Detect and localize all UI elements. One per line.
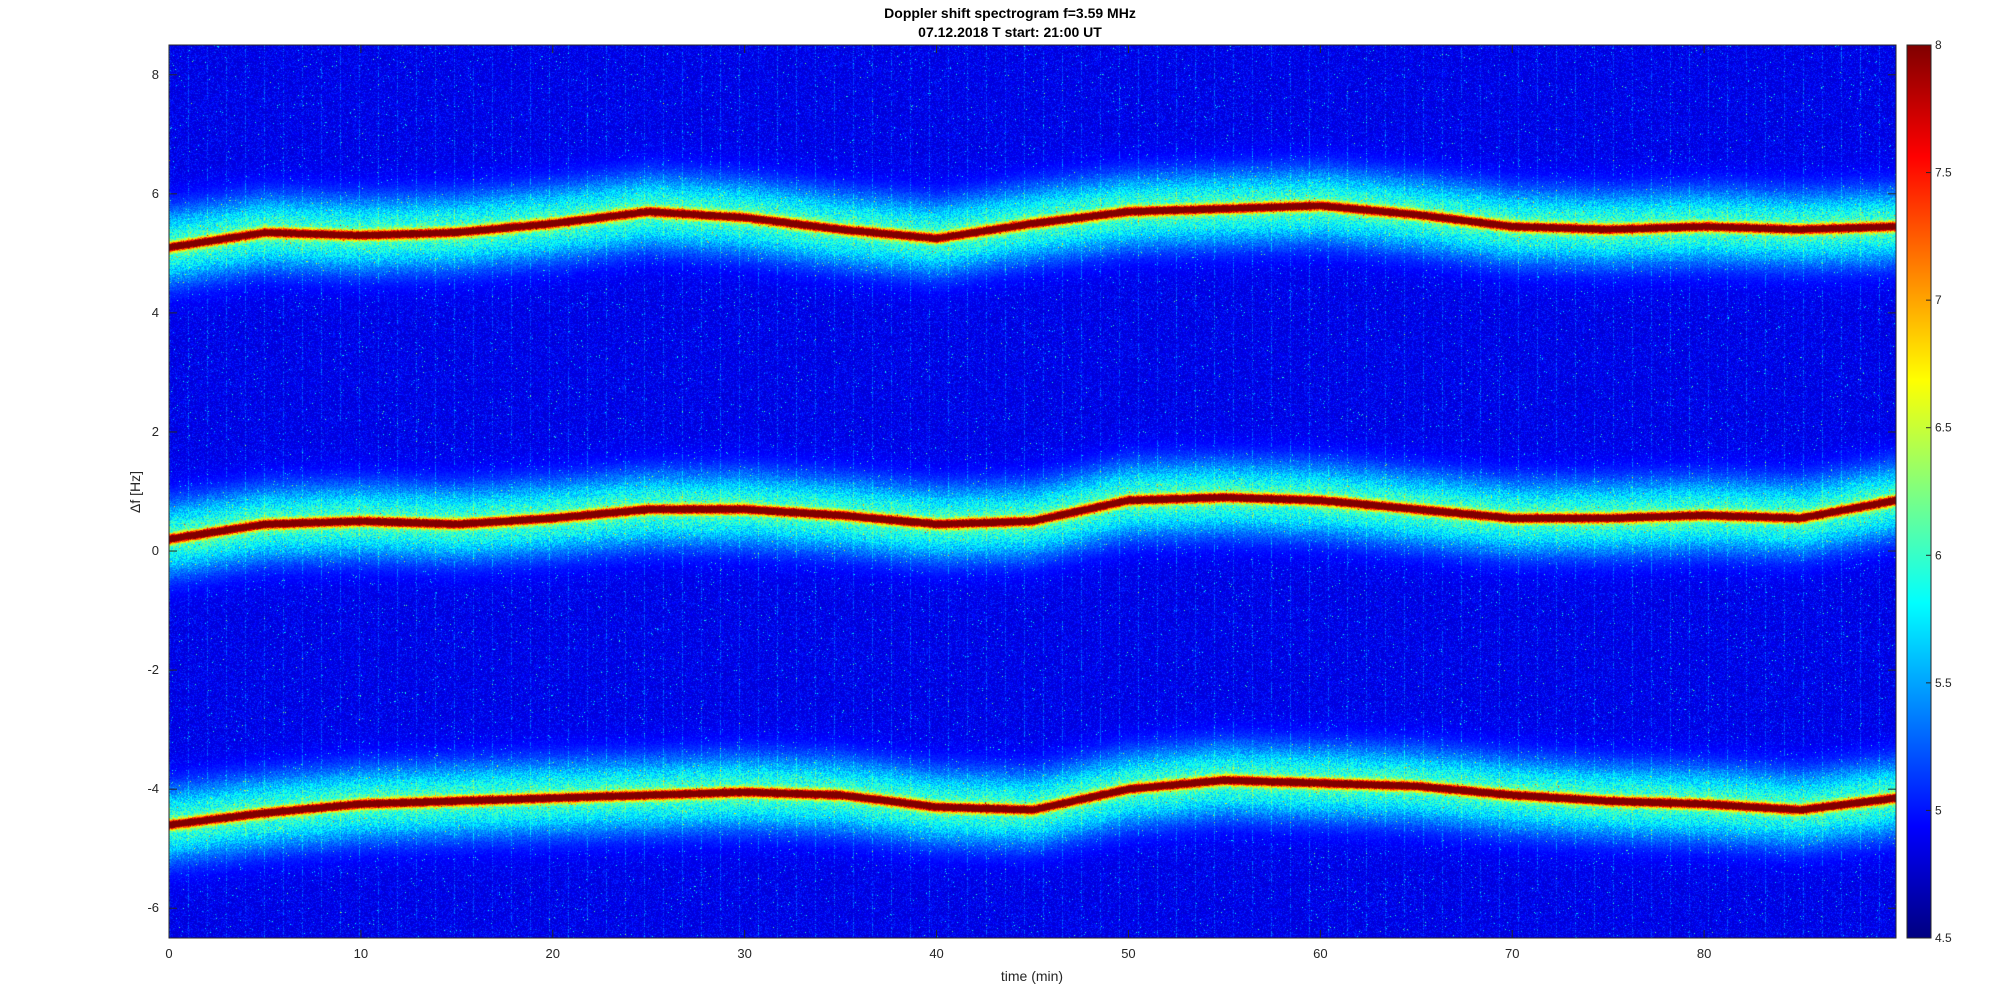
x-tick-label: 20 (546, 946, 560, 961)
y-tick-label: 2 (152, 424, 159, 439)
colorbar-tick-label: 8 (1935, 38, 1942, 52)
y-tick-label: -4 (147, 781, 159, 796)
x-tick-label: 10 (354, 946, 368, 961)
colorbar-tick-label: 4.5 (1935, 931, 1952, 945)
colorbar-tick-label: 7.5 (1935, 166, 1952, 180)
colorbar-tick-label: 6 (1935, 548, 1942, 562)
colorbar-tick-label: 5.5 (1935, 676, 1952, 690)
chart-title: Doppler shift spectrogram f=3.59 MHz (884, 5, 1136, 21)
colorbar-ticks: 4.5 5 5.5 6 6.5 7 7.5 8 (1926, 38, 1952, 945)
colorbar-tick-label: 6.5 (1935, 421, 1952, 435)
x-axis-label: time (min) (1001, 968, 1063, 984)
colorbar-tick-label: 7 (1935, 293, 1942, 307)
colorbar-tick-label: 5 (1935, 803, 1942, 817)
chart-subtitle: 07.12.2018 T start: 21:00 UT (918, 24, 1102, 40)
x-tick-label: 60 (1313, 946, 1327, 961)
y-tick-label: 0 (152, 543, 159, 558)
y-tick-label: 6 (152, 186, 159, 201)
spectrogram-image (169, 45, 1896, 938)
plot-frame (168, 44, 1897, 939)
x-tick-label: 30 (737, 946, 751, 961)
y-axis-ticks: -6 -4 -2 0 2 4 6 8 (147, 67, 1896, 915)
y-axis-label: Δf [Hz] (127, 471, 143, 513)
x-tick-label: 50 (1121, 946, 1135, 961)
y-tick-label: 4 (152, 305, 159, 320)
x-tick-label: 70 (1505, 946, 1519, 961)
colorbar (1906, 44, 1932, 939)
x-tick-label: 0 (165, 946, 172, 961)
x-axis-ticks: 0 10 20 30 40 50 60 70 80 (165, 45, 1711, 961)
y-tick-label: -2 (147, 662, 159, 677)
x-tick-label: 40 (929, 946, 943, 961)
y-tick-label: -6 (147, 900, 159, 915)
y-tick-label: 8 (152, 67, 159, 82)
plot-axes (168, 44, 1897, 939)
x-tick-label: 80 (1697, 946, 1711, 961)
